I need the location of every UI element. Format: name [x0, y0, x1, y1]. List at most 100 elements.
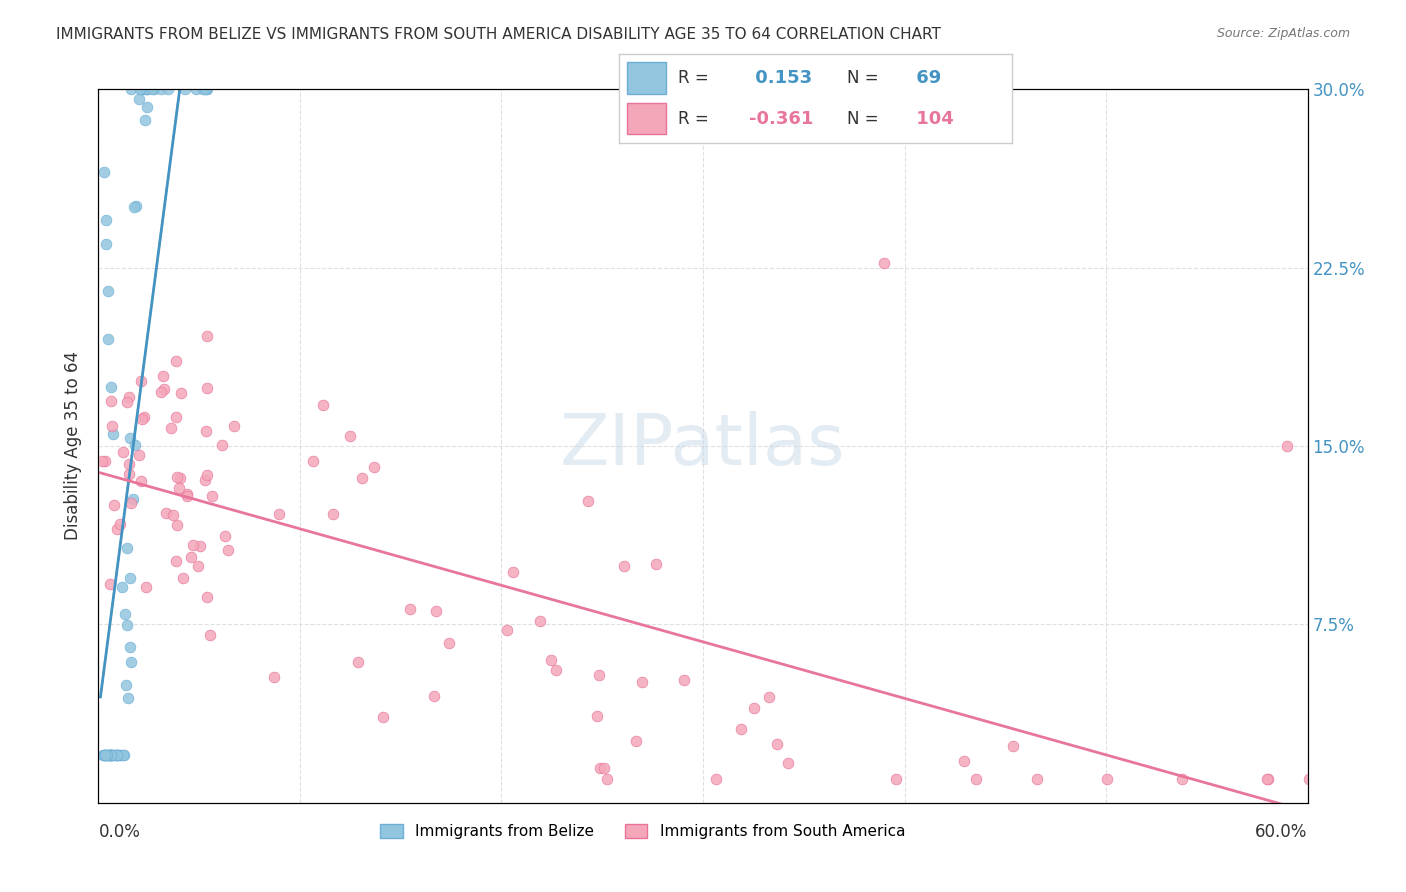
Text: ZIPatlas: ZIPatlas — [560, 411, 846, 481]
Immigrants from Belize — [101, 748, 124, 763]
Legend: Immigrants from Belize, Immigrants from South America: Immigrants from Belize, Immigrants from … — [374, 818, 911, 845]
Immigrants from South America — [172, 571, 194, 585]
Text: 0.153: 0.153 — [748, 70, 811, 87]
Immigrants from South America — [398, 602, 420, 616]
Immigrants from South America — [529, 614, 551, 628]
Immigrants from South America — [585, 709, 607, 723]
Immigrants from Belize — [120, 656, 142, 670]
FancyBboxPatch shape — [627, 62, 666, 94]
Immigrants from South America — [118, 457, 141, 471]
Immigrants from Belize — [111, 748, 134, 763]
Immigrants from Belize — [94, 748, 117, 763]
Immigrants from Belize — [97, 285, 120, 299]
Immigrants from South America — [437, 635, 460, 649]
Immigrants from South America — [135, 581, 157, 595]
Immigrants from Belize — [141, 82, 163, 96]
Immigrants from South America — [312, 398, 335, 412]
Immigrants from Belize — [97, 748, 120, 763]
Immigrants from Belize — [108, 748, 131, 763]
Immigrants from South America — [153, 382, 176, 396]
Immigrants from South America — [592, 761, 614, 775]
Immigrants from Belize — [122, 200, 145, 214]
Immigrants from Belize — [104, 748, 127, 763]
Immigrants from South America — [159, 421, 181, 435]
Immigrants from South America — [120, 496, 142, 510]
Immigrants from Belize — [94, 748, 117, 763]
Immigrants from South America — [94, 454, 117, 468]
Immigrants from Belize — [131, 82, 153, 96]
Immigrants from South America — [152, 369, 174, 384]
Y-axis label: Disability Age 35 to 64: Disability Age 35 to 64 — [65, 351, 83, 541]
Immigrants from South America — [100, 393, 122, 408]
Immigrants from Belize — [98, 748, 121, 763]
Immigrants from South America — [117, 394, 139, 409]
Immigrants from South America — [217, 543, 239, 558]
Immigrants from Belize — [129, 82, 152, 96]
Immigrants from South America — [131, 412, 153, 426]
Immigrants from South America — [1171, 772, 1194, 786]
Immigrants from South America — [423, 689, 446, 703]
Immigrants from South America — [758, 690, 780, 704]
Immigrants from Belize — [112, 748, 135, 763]
Immigrants from South America — [180, 550, 202, 565]
Immigrants from Belize — [93, 748, 115, 763]
Immigrants from Belize — [103, 748, 125, 763]
Immigrants from Belize — [124, 438, 146, 452]
Text: R =: R = — [678, 110, 709, 128]
Immigrants from Belize — [96, 748, 118, 763]
Immigrants from South America — [766, 737, 789, 751]
Immigrants from Belize — [120, 82, 142, 96]
Immigrants from Belize — [129, 82, 152, 96]
Immigrants from Belize — [136, 100, 159, 114]
Immigrants from South America — [1319, 772, 1341, 786]
Immigrants from Belize — [120, 571, 142, 585]
Immigrants from Belize — [115, 678, 138, 692]
Immigrants from Belize — [111, 580, 134, 594]
Immigrants from South America — [128, 448, 150, 462]
Immigrants from South America — [170, 385, 193, 400]
Immigrants from South America — [350, 471, 373, 485]
Text: R =: R = — [678, 70, 709, 87]
Text: 60.0%: 60.0% — [1256, 822, 1308, 841]
Immigrants from Belize — [143, 82, 166, 96]
Immigrants from South America — [322, 507, 344, 521]
Immigrants from South America — [111, 445, 134, 459]
Immigrants from South America — [118, 467, 141, 481]
Immigrants from South America — [588, 667, 610, 681]
Text: -0.361: -0.361 — [748, 110, 813, 128]
Immigrants from South America — [194, 424, 217, 438]
Immigrants from Belize — [96, 213, 118, 227]
Immigrants from South America — [884, 772, 907, 786]
Immigrants from Belize — [93, 748, 115, 763]
Immigrants from South America — [339, 428, 361, 442]
Immigrants from Belize — [149, 82, 172, 96]
Immigrants from South America — [502, 565, 524, 579]
Immigrants from South America — [214, 529, 236, 543]
Immigrants from Belize — [100, 379, 122, 393]
Immigrants from South America — [100, 577, 122, 591]
Immigrants from South America — [129, 374, 152, 388]
Immigrants from South America — [613, 558, 636, 573]
Text: Source: ZipAtlas.com: Source: ZipAtlas.com — [1216, 27, 1350, 40]
Immigrants from Belize — [193, 82, 215, 96]
Immigrants from Belize — [100, 748, 122, 763]
Immigrants from Belize — [136, 82, 159, 96]
Immigrants from South America — [176, 490, 198, 504]
Immigrants from South America — [162, 508, 184, 523]
Immigrants from South America — [1317, 772, 1340, 786]
Immigrants from South America — [1257, 772, 1279, 786]
Immigrants from South America — [176, 487, 198, 501]
Immigrants from South America — [211, 438, 233, 452]
Immigrants from South America — [776, 756, 799, 770]
Immigrants from South America — [1025, 772, 1047, 786]
Immigrants from Belize — [115, 618, 138, 632]
Text: N =: N = — [846, 110, 879, 128]
Immigrants from South America — [624, 734, 647, 748]
Text: 104: 104 — [910, 110, 953, 128]
Immigrants from Belize — [135, 82, 157, 96]
Immigrants from South America — [91, 454, 114, 468]
Immigrants from Belize — [194, 82, 217, 96]
Immigrants from South America — [169, 471, 191, 485]
Immigrants from South America — [363, 460, 385, 475]
Immigrants from Belize — [105, 748, 128, 763]
